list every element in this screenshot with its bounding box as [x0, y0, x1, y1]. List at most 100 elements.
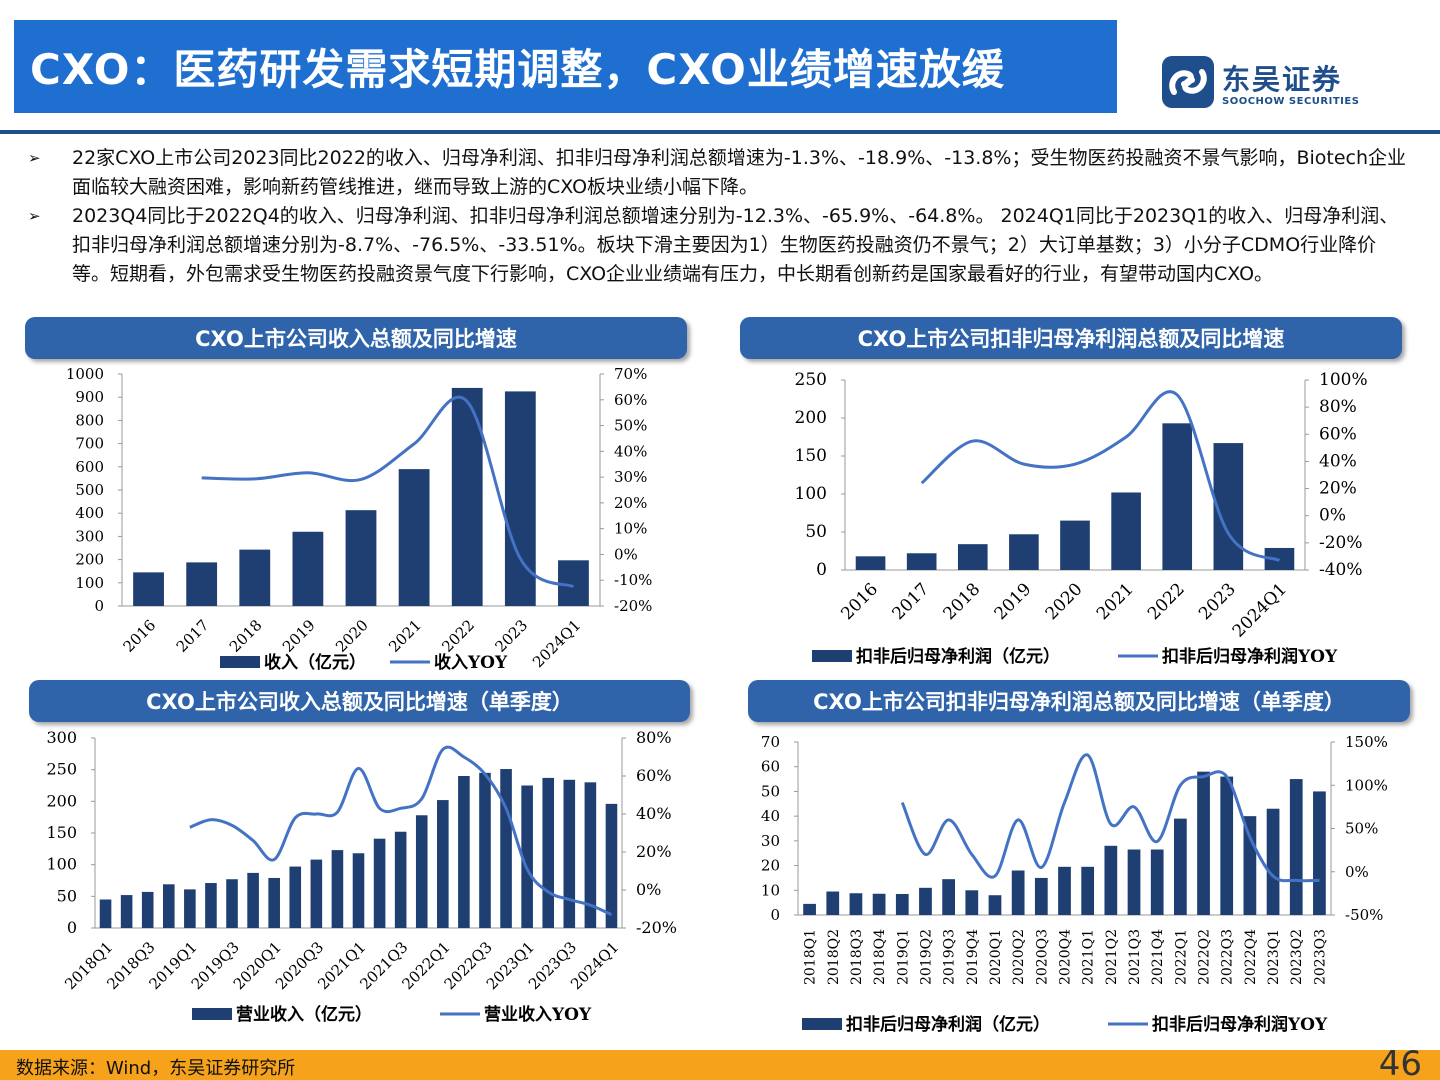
- x-tick-label: 2017: [173, 616, 213, 656]
- bar: [965, 890, 979, 915]
- legend-line-label: 扣非后归母净利润YOY: [1152, 1014, 1328, 1035]
- y-tick-label: 700: [75, 435, 104, 453]
- y-tick-label: 600: [75, 458, 104, 476]
- y2-tick-label: -10%: [614, 571, 652, 589]
- bar: [133, 572, 164, 606]
- y-tick-label: 300: [75, 527, 104, 545]
- y-tick-label: 800: [75, 411, 104, 429]
- x-tick-label: 2023Q1: [1266, 929, 1282, 985]
- x-tick-label: 2021Q3: [1127, 929, 1143, 985]
- bullet-item: ➢ 2023Q4同比于2022Q4的收入、归母净利润、扣非归母净利润总额增速分别…: [28, 202, 1413, 289]
- x-tick-label: 2017: [888, 579, 933, 624]
- yoy-line: [189, 745, 613, 917]
- chart-4-header: CXO上市公司扣非归母净利润总额及同比增速（单季度）: [748, 680, 1410, 722]
- data-source: 数据来源：Wind，东吴证券研究所: [16, 1058, 296, 1079]
- bar: [437, 800, 449, 928]
- bar: [1266, 808, 1280, 915]
- x-tick-label: 2022: [1144, 579, 1189, 624]
- x-tick-label: 2019Q1: [895, 929, 911, 985]
- bar: [247, 872, 259, 928]
- bar: [289, 866, 302, 928]
- bar: [1058, 866, 1071, 915]
- y-tick-label: 50: [57, 886, 77, 905]
- legend-bar-label: 扣非后归母净利润（亿元）: [856, 646, 1060, 667]
- y2-tick-label: -20%: [1319, 533, 1363, 553]
- bar: [1173, 818, 1187, 915]
- y2-tick-label: 10%: [614, 520, 647, 538]
- bar: [605, 803, 618, 928]
- bar: [1011, 870, 1025, 915]
- y-tick-label: 100: [46, 855, 77, 874]
- bar: [563, 779, 576, 928]
- y-tick-label: 200: [795, 408, 827, 428]
- x-tick-label: 2020Q4: [1058, 929, 1074, 985]
- bar: [1034, 877, 1048, 915]
- bar: [205, 883, 217, 928]
- x-tick-label: 2019Q3: [942, 929, 958, 985]
- x-tick-label: 2018: [940, 579, 985, 624]
- bar: [1220, 776, 1234, 915]
- x-tick-label: 2019: [279, 616, 319, 656]
- x-tick-label: 2021Q1: [1081, 929, 1097, 985]
- x-tick-label: 2018Q2: [826, 929, 842, 985]
- y-tick-label: 10: [761, 881, 780, 899]
- bar: [141, 891, 154, 928]
- bar: [957, 544, 988, 570]
- legend-bar-label: 扣非后归母净利润（亿元）: [846, 1014, 1050, 1035]
- bar: [226, 879, 238, 928]
- x-tick-label: 2023Q3: [1312, 929, 1328, 985]
- bar: [1197, 771, 1210, 915]
- y2-tick-label: 0%: [1345, 863, 1369, 881]
- y-tick-label: 0: [67, 918, 77, 937]
- y2-tick-label: 40%: [614, 442, 647, 460]
- x-tick-label: 2018Q3: [849, 929, 865, 985]
- yoy-line: [900, 753, 1320, 883]
- logo-cn-text: 东吴证券: [1222, 63, 1343, 96]
- y2-tick-label: 60%: [1319, 424, 1357, 444]
- brand-logo: 东吴证券 SOOCHOW SECURITIES: [1160, 52, 1380, 116]
- footer-bar: 数据来源：Wind，东吴证券研究所 46: [0, 1044, 1440, 1080]
- bar: [1162, 423, 1193, 570]
- x-tick-label: 2020: [332, 616, 372, 656]
- x-tick-label: 2021: [1093, 579, 1138, 624]
- x-tick-label: 2022: [438, 616, 478, 656]
- x-tick-label: 2023: [1195, 579, 1240, 624]
- y2-tick-label: 60%: [614, 391, 647, 409]
- x-tick-label: 2019Q4: [965, 929, 981, 985]
- bar: [394, 831, 407, 928]
- y-tick-label: 100: [795, 484, 827, 504]
- y2-tick-label: 0%: [614, 545, 638, 563]
- bar: [479, 772, 491, 928]
- y-tick-label: 30: [761, 832, 780, 850]
- bar: [1060, 520, 1090, 570]
- chart-revenue-quarterly: 050100150200250300-20%0%20%40%60%80%2018…: [46, 728, 677, 1025]
- y-tick-label: 50: [805, 522, 827, 542]
- y-tick-label: 900: [75, 388, 104, 406]
- bar: [584, 782, 597, 928]
- bar: [855, 556, 886, 570]
- bar: [331, 850, 344, 928]
- bar: [942, 879, 956, 915]
- x-tick-label: 2020Q1: [988, 929, 1004, 985]
- bar: [1081, 866, 1095, 915]
- x-tick-label: 2016: [837, 579, 882, 624]
- y2-tick-label: 30%: [614, 468, 647, 486]
- bar: [415, 815, 428, 928]
- arrow-bullet-icon: ➢: [28, 149, 41, 167]
- y2-tick-label: 50%: [1345, 820, 1378, 838]
- y2-tick-label: 150%: [1345, 733, 1388, 751]
- y-tick-label: 200: [75, 551, 104, 569]
- x-tick-label: 2019Q2: [918, 929, 934, 985]
- bar: [1313, 791, 1326, 915]
- y-tick-label: 20: [761, 857, 780, 875]
- legend-bar-label: 收入（亿元）: [264, 652, 366, 673]
- bar: [1009, 534, 1039, 570]
- y2-tick-label: 20%: [614, 494, 647, 512]
- bar: [1289, 779, 1303, 915]
- legend-bar-swatch: [812, 650, 852, 662]
- arrow-bullet-icon: ➢: [28, 207, 41, 225]
- bar: [120, 895, 133, 928]
- y-tick-label: 70: [761, 733, 780, 751]
- x-tick-label: 2021: [385, 616, 425, 656]
- logo-en-text: SOOCHOW SECURITIES: [1222, 96, 1360, 107]
